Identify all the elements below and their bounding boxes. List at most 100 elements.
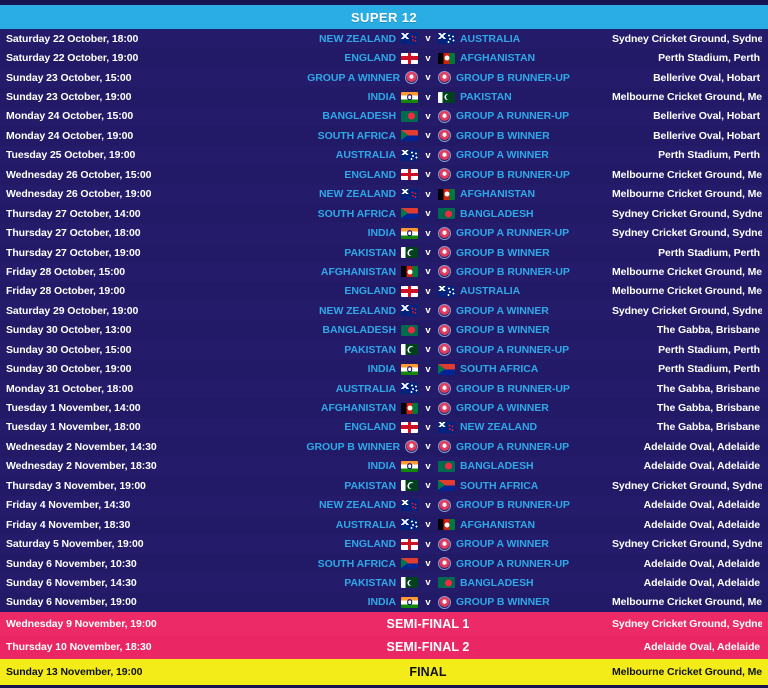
home-team-name: PAKISTAN <box>344 343 396 356</box>
fixture-venue: Melbourne Cricket Ground, Melbourne <box>612 168 762 181</box>
fixture-venue: Adelaide Oval, Adelaide <box>643 557 760 570</box>
fixture-date-time: Saturday 5 November, 19:00 <box>6 538 144 551</box>
fixture-row[interactable]: Thursday 27 October, 19:00 PAKISTAN v GROUP… <box>0 242 768 263</box>
fixture-row[interactable]: Friday 28 October, 19:00 ENGLAND v AUSTRALI… <box>0 281 768 302</box>
versus-separator: v <box>425 266 431 278</box>
home-side: INDIA <box>244 363 418 375</box>
away-team-name: AUSTRALIA <box>460 32 521 45</box>
fixture-venue: Sydney Cricket Ground, Sydney <box>612 304 762 317</box>
flag-icc-icon <box>438 129 451 143</box>
away-team-name: BANGLADESH <box>460 460 534 473</box>
home-side: AUSTRALIA <box>244 149 418 161</box>
flag-in-icon <box>401 227 418 239</box>
away-team-name: BANGLADESH <box>460 576 534 589</box>
versus-separator: v <box>425 421 431 433</box>
away-team-name: GROUP B RUNNER-UP <box>456 71 570 84</box>
fixture-venue: Melbourne Cricket Ground, Melbourne <box>612 91 762 104</box>
fixture-row[interactable]: Tuesday 25 October, 19:00 AUSTRALIA v GROUP… <box>0 145 768 166</box>
fixture-date-time: Thursday 3 November, 19:00 <box>6 479 146 492</box>
fixture-row[interactable]: Wednesday 26 October, 15:00 ENGLAND v GROUP… <box>0 165 768 185</box>
fixture-matchup: NEW ZEALAND v GROUP B RUNNER-UP <box>244 498 612 512</box>
flag-af-icon <box>438 188 455 200</box>
fixture-row[interactable]: Saturday 22 October, 18:00 NEW ZEALAND v AU… <box>0 29 768 49</box>
home-team-name: AUSTRALIA <box>335 382 396 395</box>
flag-za-icon <box>401 558 418 570</box>
away-side: AUSTRALIA <box>438 285 612 297</box>
flag-au-icon <box>401 383 418 395</box>
away-team-name: AFGHANISTAN <box>460 188 536 201</box>
fixture-row[interactable]: Saturday 22 October, 19:00 ENGLAND v AFGHAN… <box>0 48 768 68</box>
home-side: NEW ZEALAND <box>244 33 418 45</box>
versus-separator: v <box>425 324 431 336</box>
fixture-row[interactable]: Wednesday 2 November, 14:30 GROUP B WINNE… <box>0 437 768 457</box>
flag-in-icon <box>401 596 418 608</box>
fixture-row[interactable]: Thursday 27 October, 14:00 SOUTH AFRICA v B… <box>0 203 768 224</box>
fixture-matchup: PAKISTAN v GROUP B WINNER <box>244 246 612 260</box>
away-side: GROUP B WINNER <box>438 129 612 143</box>
fixture-row[interactable]: Sunday 30 October, 13:00 BANGLADESH v GROUP… <box>0 320 768 340</box>
away-side: GROUP B WINNER <box>438 246 612 260</box>
flag-icc-icon <box>438 557 451 571</box>
knockout-row-semi[interactable]: Wednesday 9 November, 19:00 SEMI-FINAL 1 S… <box>0 612 768 636</box>
away-team-name: GROUP A WINNER <box>456 538 549 551</box>
fixture-venue: Perth Stadium, Perth <box>658 343 760 356</box>
flag-icc-icon <box>438 343 451 357</box>
versus-separator: v <box>425 285 431 297</box>
flag-pk-icon <box>401 480 418 492</box>
fixture-row[interactable]: Friday 28 October, 15:00 AFGHANISTAN v GROU… <box>0 262 768 282</box>
fixture-row[interactable]: Monday 24 October, 19:00 SOUTH AFRICA v GRO… <box>0 126 768 146</box>
versus-separator: v <box>425 480 431 492</box>
knockout-venue: Sydney Cricket Ground, Sydney <box>612 617 762 630</box>
flag-za-icon <box>401 208 418 220</box>
fixture-row[interactable]: Sunday 30 October, 19:00 INDIA v SOUTH AFRI… <box>0 359 768 379</box>
home-side: INDIA <box>244 460 418 472</box>
home-team-name: INDIA <box>367 363 396 376</box>
fixture-row[interactable]: Wednesday 26 October, 19:00 NEW ZEALAND v A… <box>0 184 768 204</box>
fixture-venue: Perth Stadium, Perth <box>658 246 760 259</box>
fixture-row[interactable]: Thursday 3 November, 19:00 PAKISTAN v SOUTH… <box>0 476 768 496</box>
fixture-list: Saturday 22 October, 18:00 NEW ZEALAND v AU… <box>0 29 768 613</box>
flag-au-icon <box>438 33 455 45</box>
fixture-row[interactable]: Tuesday 1 November, 18:00 ENGLAND v NEW ZEA… <box>0 417 768 438</box>
fixture-row[interactable]: Friday 4 November, 18:30 AUSTRALIA v AFGHAN… <box>0 514 768 535</box>
fixture-row[interactable]: Sunday 6 November, 10:30 SOUTH AFRICA v GRO… <box>0 553 768 574</box>
fixture-matchup: AUSTRALIA v GROUP A WINNER <box>244 148 612 162</box>
versus-separator: v <box>425 577 431 589</box>
fixture-row[interactable]: Sunday 23 October, 15:00 GROUP A WINNER v G… <box>0 67 768 88</box>
fixture-row[interactable]: Tuesday 1 November, 14:00 AFGHANISTAN v GRO… <box>0 398 768 418</box>
home-team-name: NEW ZEALAND <box>318 32 396 45</box>
fixture-venue: Sydney Cricket Ground, Sydney <box>612 207 762 220</box>
fixture-row[interactable]: Saturday 29 October, 19:00 NEW ZEALAND v GR… <box>0 301 768 321</box>
fixture-date-time: Thursday 27 October, 18:00 <box>6 227 141 240</box>
fixture-row[interactable]: Monday 31 October, 18:00 AUSTRALIA v GROUP … <box>0 378 768 399</box>
home-side: ENGLAND <box>244 169 418 181</box>
away-team-name: GROUP B WINNER <box>456 246 550 259</box>
fixture-row[interactable]: Sunday 6 November, 19:00 INDIA v GROUP B WI… <box>0 592 768 613</box>
fixture-venue: Sydney Cricket Ground, Sydney <box>612 227 762 240</box>
fixture-row[interactable]: Sunday 30 October, 15:00 PAKISTAN v GROUP A… <box>0 340 768 360</box>
knockout-row-semi[interactable]: Thursday 10 November, 18:30 SEMI-FINAL 2 A… <box>0 635 768 660</box>
fixture-matchup: BANGLADESH v GROUP B WINNER <box>244 323 612 337</box>
fixture-date-time: Saturday 22 October, 18:00 <box>6 32 139 45</box>
fixture-row[interactable]: Sunday 6 November, 14:30 PAKISTAN v BANGLAD… <box>0 573 768 593</box>
fixture-row[interactable]: Monday 24 October, 15:00 BANGLADESH v GROUP… <box>0 106 768 127</box>
fixture-row[interactable]: Sunday 23 October, 19:00 INDIA v PAKISTAN Me… <box>0 87 768 107</box>
versus-separator: v <box>425 519 431 531</box>
fixture-venue: Perth Stadium, Perth <box>658 363 760 376</box>
fixture-venue: Adelaide Oval, Adelaide <box>643 576 760 589</box>
home-side: ENGLAND <box>244 538 418 550</box>
away-side: GROUP B RUNNER-UP <box>438 382 612 396</box>
fixture-matchup: NEW ZEALAND v GROUP A WINNER <box>244 304 612 318</box>
fixture-date-time: Tuesday 1 November, 18:00 <box>6 421 141 434</box>
fixture-venue: The Gabba, Brisbane <box>656 421 760 434</box>
fixture-row[interactable]: Wednesday 2 November, 18:30 INDIA v BANGLAD… <box>0 456 768 477</box>
fixture-row[interactable]: Saturday 5 November, 19:00 ENGLAND v GROUP … <box>0 534 768 554</box>
away-side: GROUP B RUNNER-UP <box>438 498 612 512</box>
home-team-name: SOUTH AFRICA <box>317 207 396 220</box>
knockout-title: SEMI-FINAL 1 <box>386 616 470 631</box>
fixture-row[interactable]: Friday 4 November, 14:30 NEW ZEALAND v GROU… <box>0 495 768 515</box>
knockout-row-final[interactable]: Sunday 13 November, 19:00 FINAL Melbourne … <box>0 659 768 686</box>
fixture-date-time: Saturday 29 October, 19:00 <box>6 304 139 317</box>
fixture-date-time: Tuesday 1 November, 14:00 <box>6 402 141 415</box>
fixture-row[interactable]: Thursday 27 October, 18:00 INDIA v GROUP A … <box>0 223 768 243</box>
